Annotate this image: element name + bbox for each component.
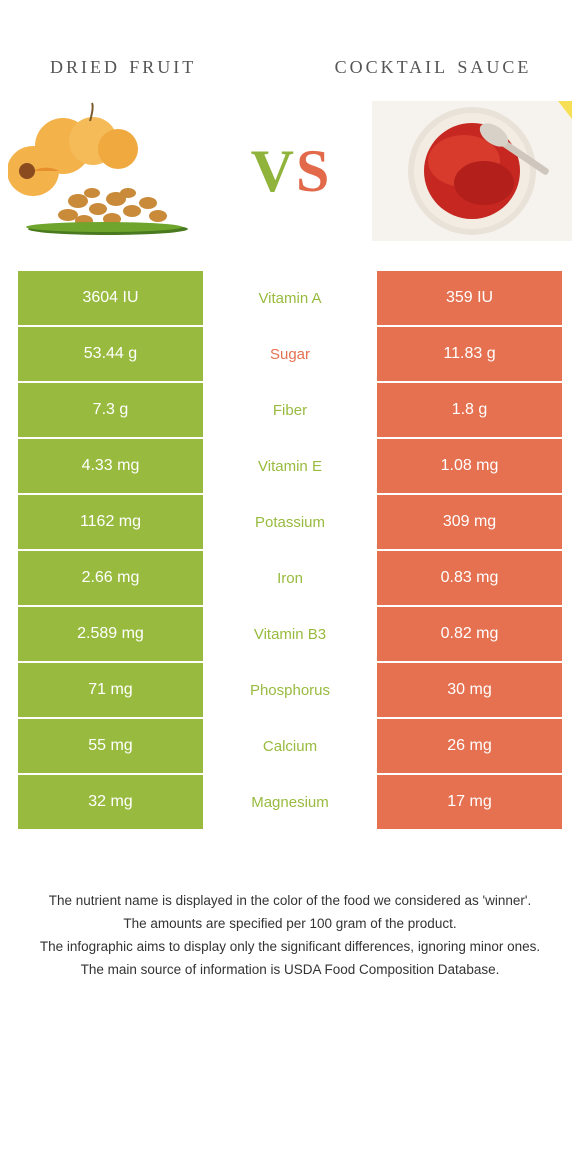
right-value: 0.82 mg xyxy=(377,607,562,661)
dried-fruit-image xyxy=(8,101,208,241)
right-value: 309 mg xyxy=(377,495,562,549)
right-value: 26 mg xyxy=(377,719,562,773)
left-value: 7.3 g xyxy=(18,383,203,437)
nutrient-name: Sugar xyxy=(203,327,377,381)
left-value: 1162 mg xyxy=(18,495,203,549)
table-row: 55 mgCalcium26 mg xyxy=(18,719,562,775)
nutrient-name: Vitamin E xyxy=(203,439,377,493)
right-value: 0.83 mg xyxy=(377,551,562,605)
left-value: 3604 IU xyxy=(18,271,203,325)
vs-v: V xyxy=(251,137,294,206)
nutrient-name: Fiber xyxy=(203,383,377,437)
left-value: 4.33 mg xyxy=(18,439,203,493)
footer-line-3: The infographic aims to display only the… xyxy=(30,937,550,958)
header-titles: dried fruit cocktail sauce xyxy=(0,0,580,91)
right-value: 1.08 mg xyxy=(377,439,562,493)
left-value: 55 mg xyxy=(18,719,203,773)
table-row: 71 mgPhosphorus30 mg xyxy=(18,663,562,719)
right-food-title: cocktail sauce xyxy=(316,50,550,81)
left-value: 53.44 g xyxy=(18,327,203,381)
left-value: 32 mg xyxy=(18,775,203,829)
table-row: 1162 mgPotassium309 mg xyxy=(18,495,562,551)
table-row: 53.44 gSugar11.83 g xyxy=(18,327,562,383)
right-value: 17 mg xyxy=(377,775,562,829)
vs-s: S xyxy=(296,137,329,206)
footer-notes: The nutrient name is displayed in the co… xyxy=(0,831,580,981)
cocktail-sauce-image xyxy=(372,101,572,241)
right-value: 359 IU xyxy=(377,271,562,325)
nutrient-name: Magnesium xyxy=(203,775,377,829)
table-row: 32 mgMagnesium17 mg xyxy=(18,775,562,831)
table-row: 7.3 gFiber1.8 g xyxy=(18,383,562,439)
footer-line-4: The main source of information is USDA F… xyxy=(30,960,550,981)
nutrient-name: Vitamin A xyxy=(203,271,377,325)
table-row: 2.589 mgVitamin B30.82 mg xyxy=(18,607,562,663)
right-value: 11.83 g xyxy=(377,327,562,381)
footer-line-1: The nutrient name is displayed in the co… xyxy=(30,891,550,912)
left-value: 2.589 mg xyxy=(18,607,203,661)
image-row: VS xyxy=(0,91,580,271)
nutrient-name: Iron xyxy=(203,551,377,605)
right-value: 30 mg xyxy=(377,663,562,717)
nutrient-name: Vitamin B3 xyxy=(203,607,377,661)
right-value: 1.8 g xyxy=(377,383,562,437)
left-value: 2.66 mg xyxy=(18,551,203,605)
nutrient-name: Phosphorus xyxy=(203,663,377,717)
left-value: 71 mg xyxy=(18,663,203,717)
nutrient-name: Potassium xyxy=(203,495,377,549)
left-food-title: dried fruit xyxy=(30,50,264,81)
footer-line-2: The amounts are specified per 100 gram o… xyxy=(30,914,550,935)
table-row: 3604 IUVitamin A359 IU xyxy=(18,271,562,327)
nutrient-name: Calcium xyxy=(203,719,377,773)
table-row: 4.33 mgVitamin E1.08 mg xyxy=(18,439,562,495)
table-row: 2.66 mgIron0.83 mg xyxy=(18,551,562,607)
comparison-table: 3604 IUVitamin A359 IU53.44 gSugar11.83 … xyxy=(0,271,580,831)
vs-label: VS xyxy=(251,137,330,206)
